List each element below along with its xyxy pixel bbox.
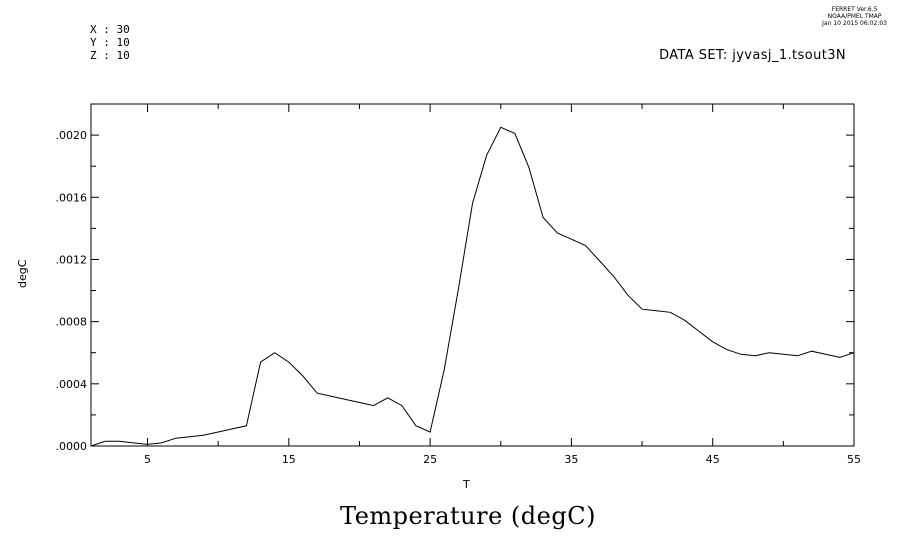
- x-tick-label: 35: [564, 453, 578, 466]
- ferret-org-line: NOAA/PMEL TMAP: [827, 13, 882, 20]
- y-tick-label: .0004: [56, 378, 88, 391]
- x-coordinate-label: X : 30: [90, 23, 130, 36]
- y-tick-label: .0000: [56, 440, 88, 453]
- x-tick-label: 45: [706, 453, 720, 466]
- tick-labels: 5 15 25 35 45 55 .0000 .0004 .0008 .0012 .0016 .002…: [56, 129, 862, 466]
- y-coordinate-label: Y : 10: [90, 36, 130, 49]
- y-tick-label: .0008: [56, 316, 88, 329]
- x-tick-label: 5: [144, 453, 151, 466]
- y-tick-label: .0012: [56, 253, 88, 266]
- x-tick-label: 15: [282, 453, 296, 466]
- x-tick-label: 25: [423, 453, 437, 466]
- plot-frame: [90, 103, 855, 447]
- ferret-version-stamp: FERRET Ver.6.5 NOAA/PMEL TMAP Jan 10 201…: [822, 6, 887, 27]
- y-axis-label: degC: [16, 259, 29, 288]
- y-tick-label: .0016: [56, 191, 88, 204]
- tick-marks: [91, 103, 855, 447]
- x-tick-label: 55: [847, 453, 861, 466]
- z-coordinate-label: Z : 10: [90, 49, 130, 62]
- y-tick-label: .0020: [56, 129, 88, 142]
- x-axis-label: T: [463, 478, 470, 491]
- ferret-version-line: FERRET Ver.6.5: [831, 6, 878, 13]
- ferret-date-line: Jan 10 2015 06:02:03: [822, 20, 887, 27]
- series-line: [90, 126, 855, 447]
- chart-title: Temperature (degC): [340, 502, 596, 530]
- dataset-label: DATA SET: jyvasj_1.tsout3N: [659, 48, 846, 63]
